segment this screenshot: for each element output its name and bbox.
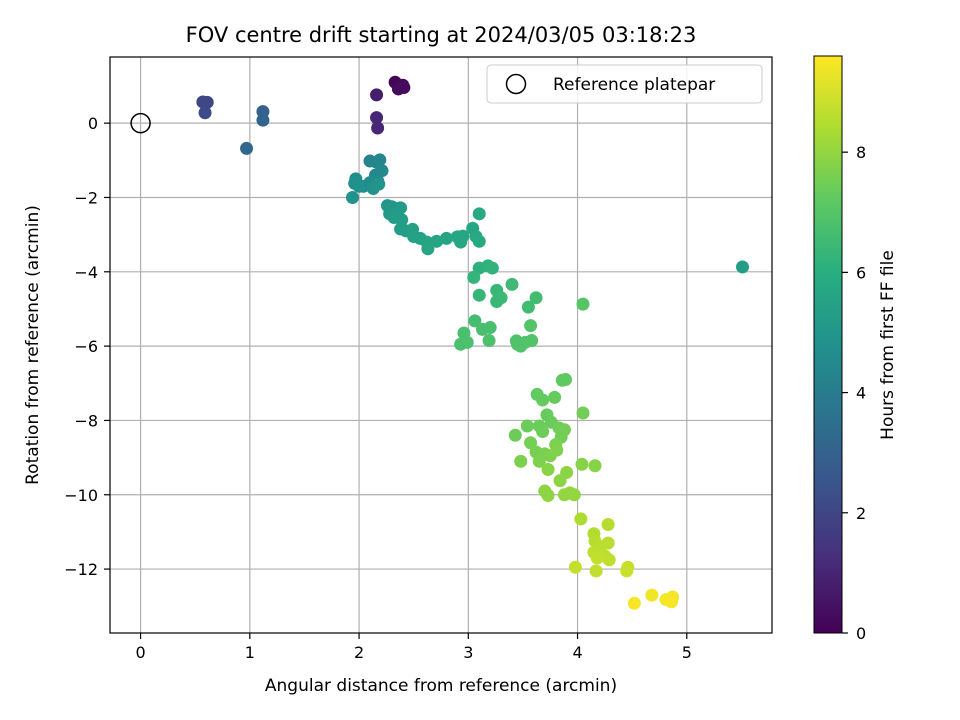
data-point <box>645 588 659 602</box>
data-point <box>460 335 474 349</box>
data-point <box>494 291 508 305</box>
data-point <box>559 373 573 387</box>
colorbar-tick-label: 0 <box>856 624 866 643</box>
data-point <box>574 512 588 526</box>
y-tick-label: −4 <box>74 263 98 282</box>
x-tick-label: 1 <box>245 643 255 662</box>
data-point <box>536 393 550 407</box>
data-point <box>372 177 386 191</box>
legend-box <box>486 64 763 104</box>
data-point <box>472 234 486 248</box>
data-point <box>508 428 522 442</box>
y-tick-label: −12 <box>64 560 98 579</box>
data-point <box>541 462 555 476</box>
data-point <box>736 260 750 274</box>
colorbar-tick-label: 4 <box>856 384 866 403</box>
data-point <box>602 553 616 567</box>
data-point <box>627 596 641 610</box>
chart-title: FOV centre drift starting at 2024/03/05 … <box>186 23 697 47</box>
data-point <box>525 334 539 348</box>
y-tick-label: 0 <box>88 114 98 133</box>
x-tick-label: 3 <box>463 643 473 662</box>
data-point <box>575 457 589 471</box>
y-tick-label: −10 <box>64 486 98 505</box>
data-point <box>454 235 468 249</box>
data-point <box>589 564 603 578</box>
data-point <box>394 201 408 215</box>
grid-lines <box>110 57 772 633</box>
data-point <box>468 314 482 328</box>
data-point <box>485 261 499 275</box>
data-points <box>130 75 750 610</box>
data-point <box>371 121 385 135</box>
x-axis-ticks: 0 1 2 3 4 5 <box>135 633 692 662</box>
y-tick-label: −6 <box>74 337 98 356</box>
y-tick-label: −2 <box>74 188 98 207</box>
data-point <box>620 564 634 578</box>
data-point <box>200 95 214 109</box>
data-point <box>529 291 543 305</box>
data-point <box>256 113 270 127</box>
data-point <box>536 425 550 439</box>
y-axis-label: Rotation from reference (arcmin) <box>23 205 43 485</box>
data-point <box>601 517 615 531</box>
x-tick-label: 2 <box>354 643 364 662</box>
data-point <box>514 454 528 468</box>
data-point <box>541 489 555 503</box>
data-point <box>198 106 212 120</box>
plot-frame <box>109 56 773 634</box>
legend-entry-reference: Reference platepar <box>553 75 715 95</box>
y-tick-label: −8 <box>74 411 98 430</box>
data-point <box>590 551 604 565</box>
colorbar: 0 2 4 6 8 Hours from first FF file <box>813 55 898 643</box>
colorbar-tick-label: 2 <box>856 504 866 523</box>
data-point <box>370 111 384 125</box>
data-point <box>472 288 486 302</box>
data-point <box>439 231 453 245</box>
colorbar-label: Hours from first FF file <box>878 250 898 440</box>
data-point <box>505 277 519 291</box>
data-point <box>568 560 582 574</box>
data-point <box>588 459 602 473</box>
data-point <box>548 390 562 404</box>
data-point <box>375 164 389 178</box>
data-point <box>524 319 538 333</box>
data-point <box>664 595 678 609</box>
x-tick-label: 0 <box>135 643 145 662</box>
data-point <box>370 88 384 102</box>
data-point <box>550 443 564 457</box>
data-point <box>576 297 590 311</box>
data-point <box>397 80 411 94</box>
colorbar-gradient <box>813 55 843 634</box>
data-point <box>352 179 366 193</box>
x-tick-label: 4 <box>572 643 582 662</box>
data-point <box>421 242 435 256</box>
data-point <box>601 536 615 550</box>
legend-marker <box>505 73 527 95</box>
data-point <box>430 234 444 248</box>
x-axis-label: Angular distance from reference (arcmin) <box>265 676 617 696</box>
data-point <box>373 153 387 167</box>
data-point <box>346 190 360 204</box>
y-axis-ticks: 0 −2 −4 −6 −8 −10 −12 <box>64 114 110 579</box>
data-point <box>567 488 581 502</box>
x-tick-label: 5 <box>682 643 692 662</box>
data-point <box>467 270 481 284</box>
colorbar-tick-label: 6 <box>856 263 866 282</box>
reference-platepar-marker <box>130 112 151 134</box>
data-point <box>483 321 497 335</box>
colorbar-tick-label: 8 <box>856 143 866 162</box>
data-point <box>482 334 496 348</box>
colorbar-ticks: 0 2 4 6 8 <box>842 143 866 643</box>
data-point <box>520 419 534 433</box>
data-point <box>240 141 254 155</box>
data-point <box>532 454 546 468</box>
data-point <box>553 474 567 488</box>
data-point <box>472 207 486 221</box>
data-point <box>576 406 590 420</box>
data-point <box>521 300 535 314</box>
legend: Reference platepar <box>486 64 763 104</box>
